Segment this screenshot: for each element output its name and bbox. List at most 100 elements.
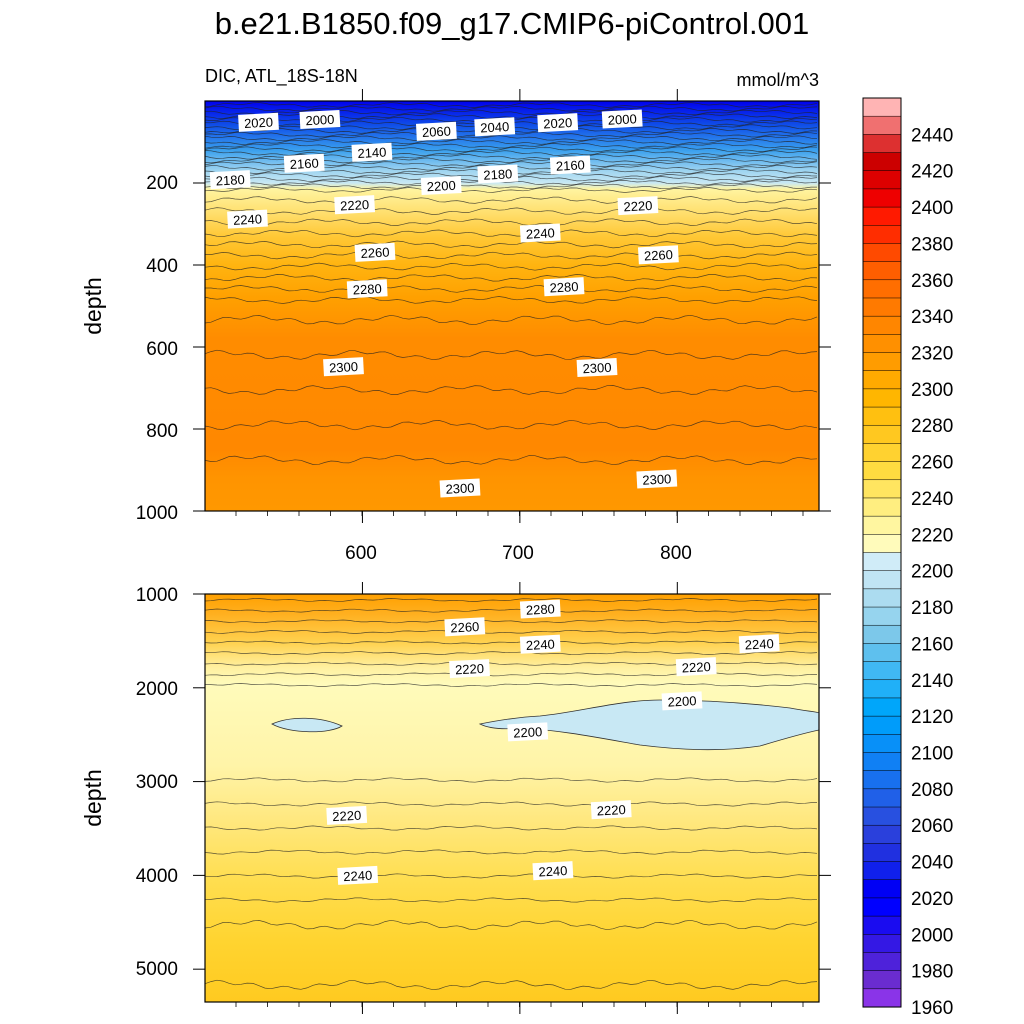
contour-line <box>205 849 818 855</box>
contour-line <box>205 873 818 879</box>
lower-y-axis-title: depth <box>80 769 106 827</box>
contour-line <box>205 454 818 466</box>
contour-line <box>205 150 818 156</box>
colorbar-swatch <box>862 225 902 244</box>
colorbar-swatch <box>862 261 902 281</box>
upper-x-tick-label: 600 <box>345 543 377 564</box>
contour-label: 2220 <box>617 196 659 216</box>
contour-label: 2300 <box>323 357 364 377</box>
colorbar-label: 2180 <box>911 598 953 619</box>
low-dic-patch-west <box>271 717 343 733</box>
contour-label-box <box>601 109 643 129</box>
contour-line <box>205 183 817 190</box>
upper-x-tick-label: 700 <box>502 543 534 564</box>
contour-label-text: 2160 <box>289 156 319 172</box>
contour-label: 2040 <box>474 117 516 137</box>
contour-label-box <box>543 277 585 297</box>
contour-label-text: 2220 <box>340 197 370 213</box>
contour-label: 2260 <box>637 245 679 265</box>
upper-contour-labels: 2020 2000 2060 2040 2020 2000 2160 2140 2180 2200… <box>209 109 679 498</box>
lower-y-tick-label: 2000 <box>136 679 178 700</box>
colorbar-swatch <box>862 715 902 735</box>
contour-label: 2240 <box>337 865 379 885</box>
colorbar-swatch <box>862 934 902 954</box>
contour-label: 2280 <box>346 279 388 299</box>
colorbar-swatch <box>862 970 902 990</box>
contour-line <box>205 683 818 687</box>
contour-label-box <box>439 478 481 498</box>
colorbar-label: 2100 <box>911 744 953 765</box>
colorbar-label: 2060 <box>911 816 953 837</box>
contour-label: 2240 <box>738 634 780 654</box>
colorbar-swatch <box>862 279 902 299</box>
contour-label: 2260 <box>444 617 486 637</box>
colorbar-label: 2400 <box>911 198 953 219</box>
colorbar-label: 2260 <box>911 453 953 474</box>
colorbar-swatch <box>862 406 902 426</box>
contour-line <box>205 207 818 215</box>
contour-line <box>205 187 818 193</box>
colorbar-label: 2000 <box>911 925 953 946</box>
colorbar-label: 2020 <box>911 889 953 910</box>
lower-contour-labels: 2280 2260 2240 2240 2220 2220 2200 2200 2220 2220… <box>326 599 780 885</box>
contour-label-box <box>738 634 780 654</box>
contour-label-box <box>675 657 717 677</box>
colorbar-swatch <box>862 370 902 390</box>
colorbar-swatch <box>862 97 902 117</box>
contour-label-box <box>449 659 490 679</box>
colorbar-label: 1960 <box>911 998 953 1019</box>
contour-line <box>205 262 818 271</box>
colorbar-swatch <box>862 861 902 881</box>
contour-label-box <box>346 279 388 299</box>
colorbar-label: 2360 <box>911 271 953 292</box>
upper-y-tick-label: 200 <box>146 173 178 194</box>
contour-label-box <box>549 155 591 175</box>
colorbar-swatch <box>862 897 902 917</box>
contour-line <box>205 979 818 991</box>
contour-label: 2180 <box>477 164 519 184</box>
colorbar-label: 2040 <box>911 853 953 874</box>
contour-label-box <box>323 357 364 377</box>
contour-label-text: 2300 <box>582 360 612 376</box>
contour-label-text: 2240 <box>525 636 555 652</box>
colorbar-label: 2440 <box>911 125 953 146</box>
colorbar-swatch <box>862 879 902 899</box>
contour-line <box>205 102 818 108</box>
contour-line <box>205 314 818 326</box>
contour-label-box <box>209 170 251 190</box>
colorbar-frame <box>862 97 902 1008</box>
contour-label-box <box>477 164 519 184</box>
contour-label-box <box>576 357 618 378</box>
colorbar-swatch <box>862 697 902 717</box>
lower-axis-ticks <box>193 582 831 1014</box>
colorbar-swatch <box>862 188 902 208</box>
contour-label: 2240 <box>227 209 268 229</box>
colorbar-label: 2280 <box>911 416 953 437</box>
contour-label: 2180 <box>209 170 251 190</box>
contour-label-text: 2260 <box>450 619 480 635</box>
colorbar-label: 2140 <box>911 671 953 692</box>
contour-label: 2160 <box>549 155 591 175</box>
colorbar-swatch <box>862 134 902 154</box>
contour-label-text: 2180 <box>483 166 513 182</box>
contour-label-box <box>420 175 462 196</box>
contour-label: 2220 <box>675 657 717 677</box>
colorbar-swatch <box>862 770 902 790</box>
contour-label-text: 2300 <box>445 480 475 496</box>
contour-label-text: 2020 <box>244 115 274 131</box>
contour-label-text: 2060 <box>422 124 452 140</box>
contour-label: 2220 <box>590 800 632 820</box>
colorbar-swatch <box>862 424 902 444</box>
contour-label-text: 2280 <box>549 279 579 295</box>
contour-line <box>205 608 818 613</box>
contour-line <box>205 777 818 783</box>
upper-y-tick-label: 600 <box>146 339 178 360</box>
contour-label: 2300 <box>576 357 618 378</box>
colorbar-swatch <box>862 315 902 335</box>
colorbar-swatch <box>862 988 902 1008</box>
colorbar-swatch <box>862 352 902 372</box>
units-label: mmol/m^3 <box>737 70 819 90</box>
contour-label-box <box>334 195 376 215</box>
lower-y-tick-labels: 1000 2000 3000 4000 5000 <box>136 585 178 980</box>
contour-line <box>205 897 818 903</box>
